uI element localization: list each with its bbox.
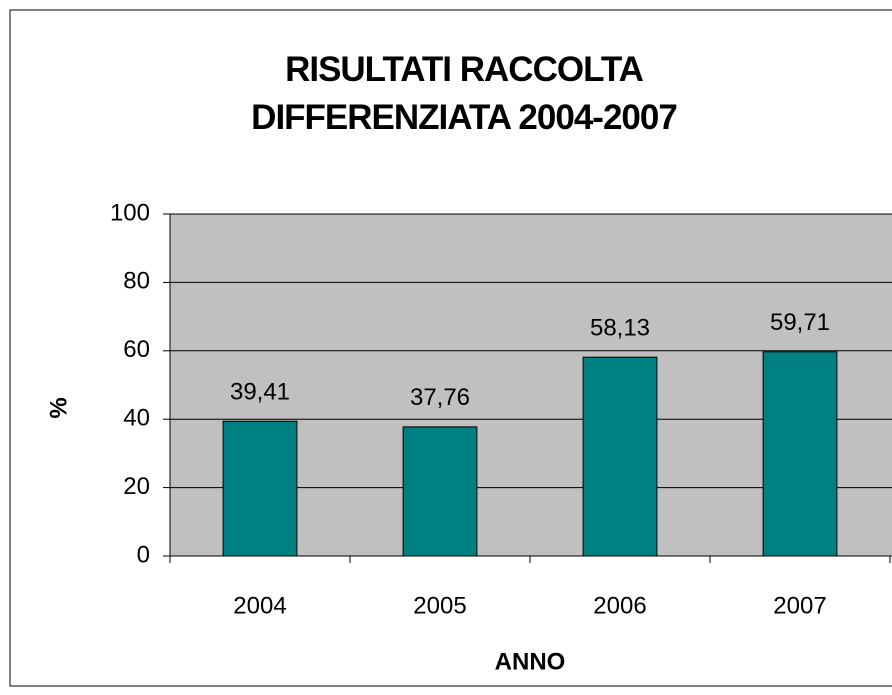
y-tick-label: 0 [137,541,150,568]
x-axis-label: ANNO [495,648,566,675]
x-tick-label: 2005 [413,592,466,619]
y-tick-label: 20 [123,473,150,500]
bar [582,356,658,557]
data-label: 59,71 [770,309,830,336]
y-tick-label: 60 [123,336,150,363]
y-axis-label: % [45,397,72,418]
bar [762,351,838,557]
x-tick-label: 2004 [233,592,286,619]
x-tick-label: 2007 [773,592,826,619]
bar [222,420,298,557]
data-label: 39,41 [230,379,290,406]
x-tick-label: 2006 [593,592,646,619]
chart-border [9,9,892,687]
y-tick-label: 100 [110,199,150,226]
bar [402,426,478,557]
data-label: 58,13 [590,315,650,342]
data-label: 37,76 [410,384,470,411]
y-tick-label: 40 [123,405,150,432]
y-tick-label: 80 [123,268,150,295]
chart-title: RISULTATI RACCOLTA DIFFERENZIATA 2004-20… [251,50,678,137]
